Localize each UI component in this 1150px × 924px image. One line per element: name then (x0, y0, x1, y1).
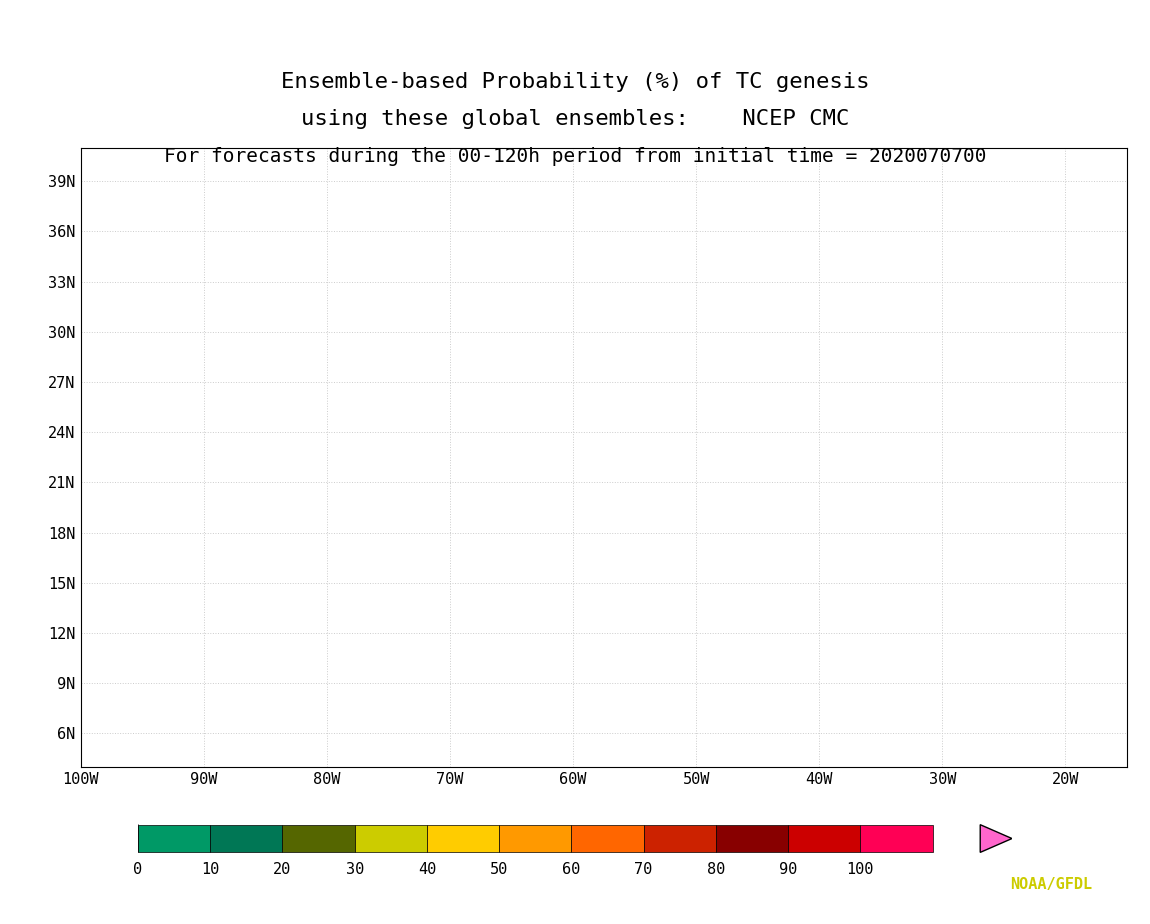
Text: For forecasts during the 00-120h period from initial time = 2020070700: For forecasts during the 00-120h period … (163, 147, 987, 166)
Text: 50: 50 (490, 862, 508, 877)
Text: 30: 30 (345, 862, 363, 877)
Text: using these global ensembles:    NCEP CMC: using these global ensembles: NCEP CMC (301, 109, 849, 129)
Text: 60: 60 (562, 862, 581, 877)
Text: 20: 20 (274, 862, 292, 877)
Polygon shape (210, 824, 283, 852)
Text: Ensemble-based Probability (%) of TC genesis: Ensemble-based Probability (%) of TC gen… (281, 72, 869, 92)
Polygon shape (283, 824, 354, 852)
Polygon shape (644, 824, 715, 852)
Polygon shape (354, 824, 427, 852)
Text: NOAA/GFDL: NOAA/GFDL (1011, 877, 1092, 892)
Text: 70: 70 (635, 862, 653, 877)
Polygon shape (427, 824, 499, 852)
Polygon shape (572, 824, 644, 852)
Text: 100: 100 (846, 862, 874, 877)
Polygon shape (715, 824, 788, 852)
Polygon shape (499, 824, 572, 852)
Polygon shape (138, 824, 210, 852)
Polygon shape (106, 824, 138, 852)
Text: 90: 90 (779, 862, 797, 877)
Text: 40: 40 (417, 862, 436, 877)
Text: 80: 80 (707, 862, 724, 877)
Polygon shape (860, 824, 933, 852)
Text: 10: 10 (201, 862, 220, 877)
Polygon shape (980, 824, 1012, 852)
Text: 0: 0 (133, 862, 143, 877)
Polygon shape (788, 824, 860, 852)
